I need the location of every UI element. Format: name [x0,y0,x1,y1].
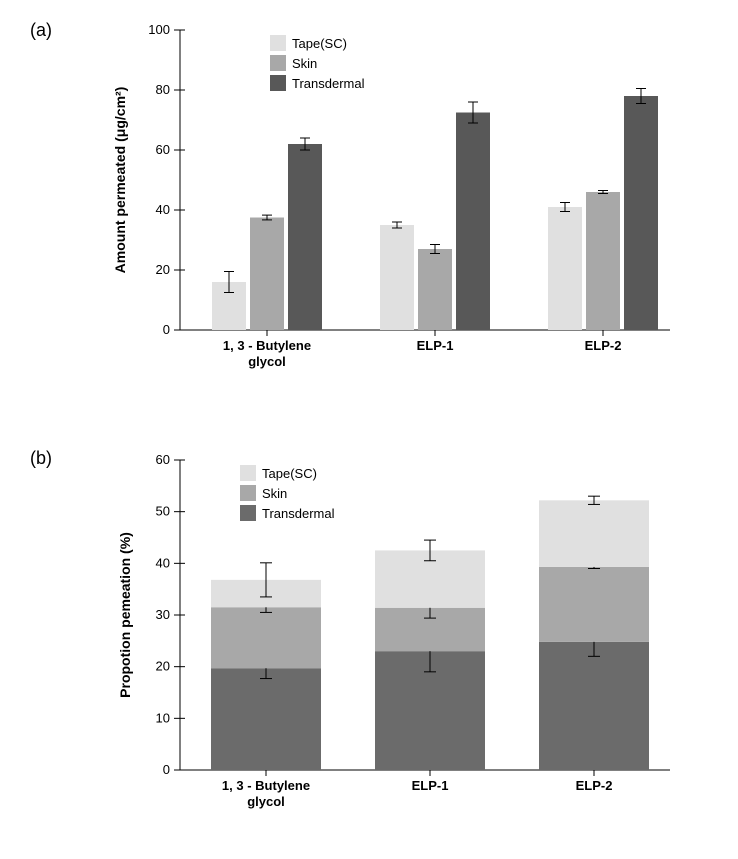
stacked-segment [211,668,321,770]
svg-text:20: 20 [156,659,170,674]
bar [380,225,414,330]
svg-text:100: 100 [148,22,170,37]
svg-text:50: 50 [156,504,170,519]
stacked-segment [211,607,321,668]
svg-text:60: 60 [156,452,170,467]
svg-text:Transdermal: Transdermal [292,76,365,91]
svg-text:60: 60 [156,142,170,157]
svg-text:Tape(SC): Tape(SC) [292,36,347,51]
svg-text:30: 30 [156,607,170,622]
bar [624,96,658,330]
legend-swatch [240,505,256,521]
svg-text:40: 40 [156,202,170,217]
svg-text:Transdermal: Transdermal [262,506,335,521]
stacked-segment [539,642,649,770]
stacked-segment [539,567,649,642]
bar [250,218,284,331]
svg-text:20: 20 [156,262,170,277]
svg-text:ELP-2: ELP-2 [585,338,622,353]
svg-text:80: 80 [156,82,170,97]
svg-text:Amount permeated (μg/cm²): Amount permeated (μg/cm²) [112,87,128,274]
bar [456,113,490,331]
svg-text:Skin: Skin [262,486,287,501]
chart-b-stacked-bar: 0 10 20 30 40 50 60 Propotion pemeation (%) 1, 3… [90,440,690,840]
svg-text:1, 3 - Butylene: 1, 3 - Butylene [222,778,310,793]
svg-text:Tape(SC): Tape(SC) [262,466,317,481]
svg-text:glycol: glycol [247,794,285,809]
legend-swatch [240,485,256,501]
svg-text:40: 40 [156,555,170,570]
panel-a-label: (a) [30,20,52,41]
legend-swatch [270,55,286,71]
bar [418,249,452,330]
chart-a-grouped-bar: 0 20 40 60 80 100 Amount permeated (μg/cm²) 1, … [90,10,690,390]
svg-text:0: 0 [163,322,170,337]
legend-swatch [240,465,256,481]
bar [548,207,582,330]
bar [586,192,620,330]
svg-text:ELP-2: ELP-2 [576,778,613,793]
panel-b-label: (b) [30,448,52,469]
svg-text:ELP-1: ELP-1 [417,338,454,353]
svg-text:0: 0 [163,762,170,777]
svg-text:Skin: Skin [292,56,317,71]
svg-text:ELP-1: ELP-1 [412,778,449,793]
legend-swatch [270,35,286,51]
svg-text:glycol: glycol [248,354,286,369]
legend-swatch [270,75,286,91]
bar [288,144,322,330]
svg-text:1, 3 - Butylene: 1, 3 - Butylene [223,338,311,353]
stacked-segment [539,500,649,567]
svg-text:Propotion pemeation (%): Propotion pemeation (%) [117,532,133,698]
svg-text:10: 10 [156,710,170,725]
